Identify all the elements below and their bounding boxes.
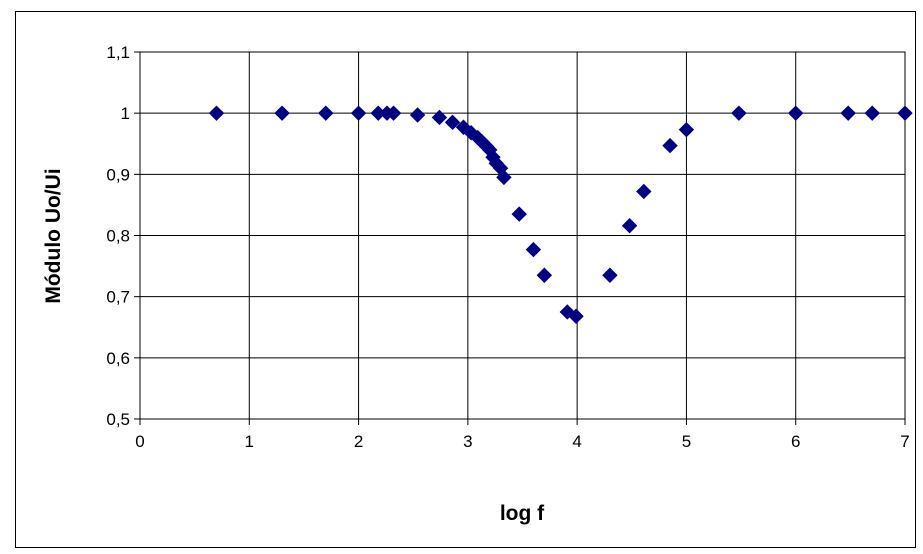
data-point <box>511 206 527 222</box>
y-tick-label: 0,7 <box>106 288 130 307</box>
data-point <box>496 169 512 186</box>
data-point <box>385 105 402 121</box>
data-point <box>602 267 618 283</box>
chart-frame <box>15 11 916 548</box>
data-points <box>208 105 913 324</box>
data-point <box>621 218 638 234</box>
y-tick-label: 0,6 <box>106 349 130 368</box>
y-tick-label: 1 <box>121 104 130 123</box>
data-point <box>444 114 461 131</box>
data-point <box>208 105 225 121</box>
y-tick-label: 0,5 <box>106 410 130 429</box>
x-axis-ticks: 0 1 2 3 4 5 6 7 <box>135 419 910 451</box>
y-tick-label: 1,1 <box>106 43 130 62</box>
x-axis-title: log f <box>500 502 545 525</box>
data-point <box>536 267 553 283</box>
data-point <box>840 105 856 121</box>
data-point <box>274 105 290 121</box>
data-point <box>864 105 880 121</box>
x-tick-label: 0 <box>135 432 144 451</box>
data-point <box>662 137 678 154</box>
x-tick-label: 2 <box>354 432 363 451</box>
x-tick-label: 7 <box>900 432 909 451</box>
x-tick-label: 4 <box>572 432 581 451</box>
x-tick-label: 5 <box>682 432 691 451</box>
y-axis-ticks: 0,5 0,6 0,7 0,8 0,9 1 1,1 <box>106 43 140 429</box>
data-point <box>568 308 584 324</box>
data-point <box>525 241 542 258</box>
x-tick-label: 1 <box>245 432 254 451</box>
x-tick-label: 3 <box>463 432 472 451</box>
x-tick-label: 6 <box>791 432 800 451</box>
y-tick-label: 0,9 <box>106 165 130 184</box>
data-point <box>350 105 367 121</box>
data-point <box>731 105 747 121</box>
data-point <box>897 105 913 121</box>
data-point <box>431 109 448 126</box>
y-axis-title: Módulo Uo/Ui <box>42 168 65 303</box>
grid <box>139 51 906 420</box>
data-point <box>318 105 334 121</box>
data-point <box>678 121 695 138</box>
data-point <box>636 183 652 200</box>
data-point <box>409 107 426 123</box>
y-tick-label: 0,8 <box>106 227 130 246</box>
data-point <box>788 105 804 121</box>
